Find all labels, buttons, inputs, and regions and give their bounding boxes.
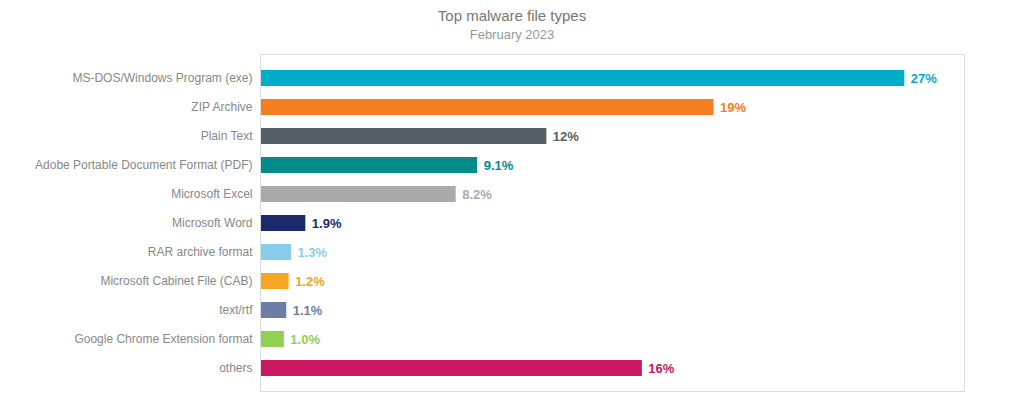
html-text:Top malware file types: Top malware file types <box>437 7 587 24</box>
svg-text:1.1%: 1.1% <box>293 303 323 318</box>
html-text:February 2023: February 2023 <box>469 27 555 42</box>
svg-text:9.1%: 9.1% <box>484 158 514 173</box>
svg-text:Plain Text: Plain Text <box>201 129 253 143</box>
svg-text:Microsoft Cabinet File (CAB): Microsoft Cabinet File (CAB) <box>100 274 252 288</box>
svg-text:MS-DOS/Windows Program (exe): MS-DOS/Windows Program (exe) <box>72 71 252 85</box>
svg-text:19%: 19% <box>720 100 746 115</box>
svg-text:1.0%: 1.0% <box>290 332 320 347</box>
svg-text:Microsoft Word: Microsoft Word <box>172 216 252 230</box>
svg-text:others: others <box>219 361 252 375</box>
svg-text:27%: 27% <box>911 71 937 86</box>
svg-text:Adobe Portable Document Format: Adobe Portable Document Format (PDF) <box>35 158 252 172</box>
svg-text:1.2%: 1.2% <box>295 274 325 289</box>
svg-text:RAR archive format: RAR archive format <box>148 245 253 259</box>
svg-text:Microsoft Excel: Microsoft Excel <box>171 187 252 201</box>
svg-text:16%: 16% <box>648 361 674 376</box>
svg-text:8.2%: 8.2% <box>462 187 492 202</box>
svg-text:12%: 12% <box>553 129 579 144</box>
svg-text:1.3%: 1.3% <box>298 245 328 260</box>
svg-text:1.9%: 1.9% <box>312 216 342 231</box>
svg-text:text/rtf: text/rtf <box>219 303 253 317</box>
svg-text:ZIP Archive: ZIP Archive <box>191 100 252 114</box>
svg-text:Google Chrome Extension format: Google Chrome Extension format <box>74 332 253 346</box>
